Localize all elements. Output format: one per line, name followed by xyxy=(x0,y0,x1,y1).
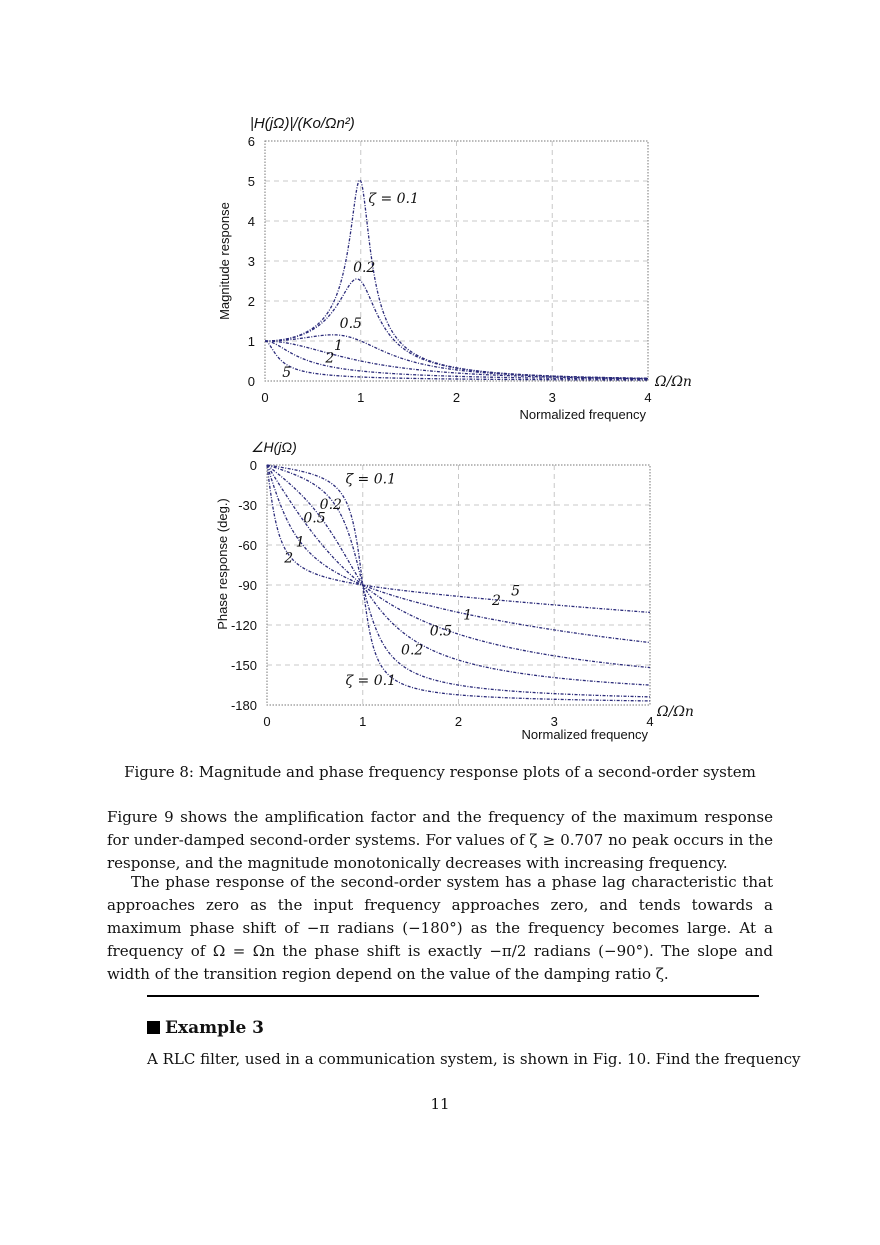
phase-response-chart: 0 1 2 3 40-30-60-90-120-150-180 ζ = 0.10.20.… xyxy=(215,439,694,742)
series-line-zeta-0-5 xyxy=(265,334,649,380)
series-line-zeta-0-2 xyxy=(265,278,649,379)
phase-chart-title: ∠H(jΩ) xyxy=(251,439,297,455)
magnitude-series xyxy=(264,179,649,381)
phase-x-axis-label: Normalized frequency xyxy=(522,727,649,742)
series-annotation: 5 xyxy=(282,365,291,381)
x-tick-label: 0 xyxy=(261,390,268,405)
x-tick-label: 2 xyxy=(455,714,462,729)
series-line-zeta-0-2 xyxy=(266,464,651,698)
magnitude-x-axis-label: Normalized frequency xyxy=(520,407,647,422)
magnitude-annotations: ζ = 0.1 0.2 0.5 12 5 xyxy=(282,191,419,381)
y-tick-label: 0 xyxy=(250,458,257,473)
x-tick-label: 2 xyxy=(453,390,460,405)
y-tick-label: -60 xyxy=(238,538,257,553)
magnitude-y-axis-label: Magnitude response xyxy=(217,202,232,320)
y-tick-label: -150 xyxy=(231,658,257,673)
series-annotation: 0.5 xyxy=(303,510,325,526)
series-annotation: 1 xyxy=(463,608,472,624)
series-line-zeta-2 xyxy=(266,464,651,644)
y-tick-label: 6 xyxy=(248,134,255,149)
y-tick-label: 0 xyxy=(248,374,255,389)
phase-tick-labels: 0 1 2 3 40-30-60-90-120-150-180 xyxy=(231,458,654,729)
y-tick-label: 1 xyxy=(248,334,255,349)
phase-series xyxy=(266,464,651,702)
series-annotation: 0.5 xyxy=(340,316,362,332)
series-line-zeta-5 xyxy=(266,464,651,614)
page-number: 11 xyxy=(430,1095,450,1113)
x-tick-label: 3 xyxy=(549,390,556,405)
example-heading-text: Example 3 xyxy=(165,1018,265,1038)
x-tick-label: 1 xyxy=(357,390,364,405)
x-tick-label: 1 xyxy=(359,714,366,729)
y-tick-label: 4 xyxy=(248,214,255,229)
x-tick-label: 4 xyxy=(644,390,651,405)
body-paragraph-2: The phase response of the second-order s… xyxy=(107,873,773,983)
y-tick-label: -30 xyxy=(238,498,257,513)
series-annotation: 2 xyxy=(491,593,501,609)
series-annotation: 0.2 xyxy=(320,497,342,513)
series-annotation: 0.5 xyxy=(430,624,452,640)
filled-square-icon xyxy=(147,1021,160,1034)
phase-x-symbol: Ω/Ωn xyxy=(656,704,694,720)
magnitude-grid xyxy=(265,141,648,381)
y-tick-label: -120 xyxy=(231,618,257,633)
y-tick-label: 3 xyxy=(248,254,255,269)
example-heading: Example 3 xyxy=(147,1018,264,1038)
y-tick-label: -180 xyxy=(231,698,257,713)
phase-y-axis-label: Phase response (deg.) xyxy=(215,498,230,630)
series-line-zeta-2 xyxy=(264,340,649,380)
series-annotation: 0.2 xyxy=(401,642,423,658)
magnitude-plot-frame xyxy=(264,140,649,382)
magnitude-chart-title: |H(jΩ)|/(Ko/Ωn²) xyxy=(250,115,355,132)
series-line-zeta-1 xyxy=(266,464,651,669)
series-line-zeta-0-5 xyxy=(266,464,651,686)
y-tick-label: -90 xyxy=(238,578,257,593)
x-tick-label: 0 xyxy=(263,714,270,729)
series-annotation: 2 xyxy=(283,550,293,566)
series-annotation: 0.2 xyxy=(353,260,375,276)
figure-caption: Figure 8: Magnitude and phase frequency … xyxy=(124,763,756,781)
magnitude-x-symbol: Ω/Ωn xyxy=(654,374,692,390)
body-paragraph-1: Figure 9 shows the amplification factor … xyxy=(107,808,773,872)
series-annotation: ζ = 0.1 xyxy=(346,673,396,689)
series-line-zeta-5 xyxy=(264,340,648,381)
y-tick-label: 2 xyxy=(248,294,255,309)
series-annotation: ζ = 0.1 xyxy=(368,191,418,207)
series-annotation: 1 xyxy=(334,338,343,354)
x-tick-label: 4 xyxy=(646,714,653,729)
series-line-zeta-1 xyxy=(265,340,649,380)
example-text: A RLC filter, used in a communication sy… xyxy=(147,1050,801,1068)
y-tick-label: 5 xyxy=(248,174,255,189)
x-tick-label: 3 xyxy=(551,714,558,729)
series-annotation: 2 xyxy=(324,351,334,367)
phase-plot-frame xyxy=(266,464,651,706)
series-annotation: ζ = 0.1 xyxy=(346,472,396,488)
series-line-zeta-0-1 xyxy=(266,464,651,702)
section-divider xyxy=(147,995,759,997)
series-annotation: 5 xyxy=(511,584,520,600)
series-annotation: 1 xyxy=(296,534,305,550)
